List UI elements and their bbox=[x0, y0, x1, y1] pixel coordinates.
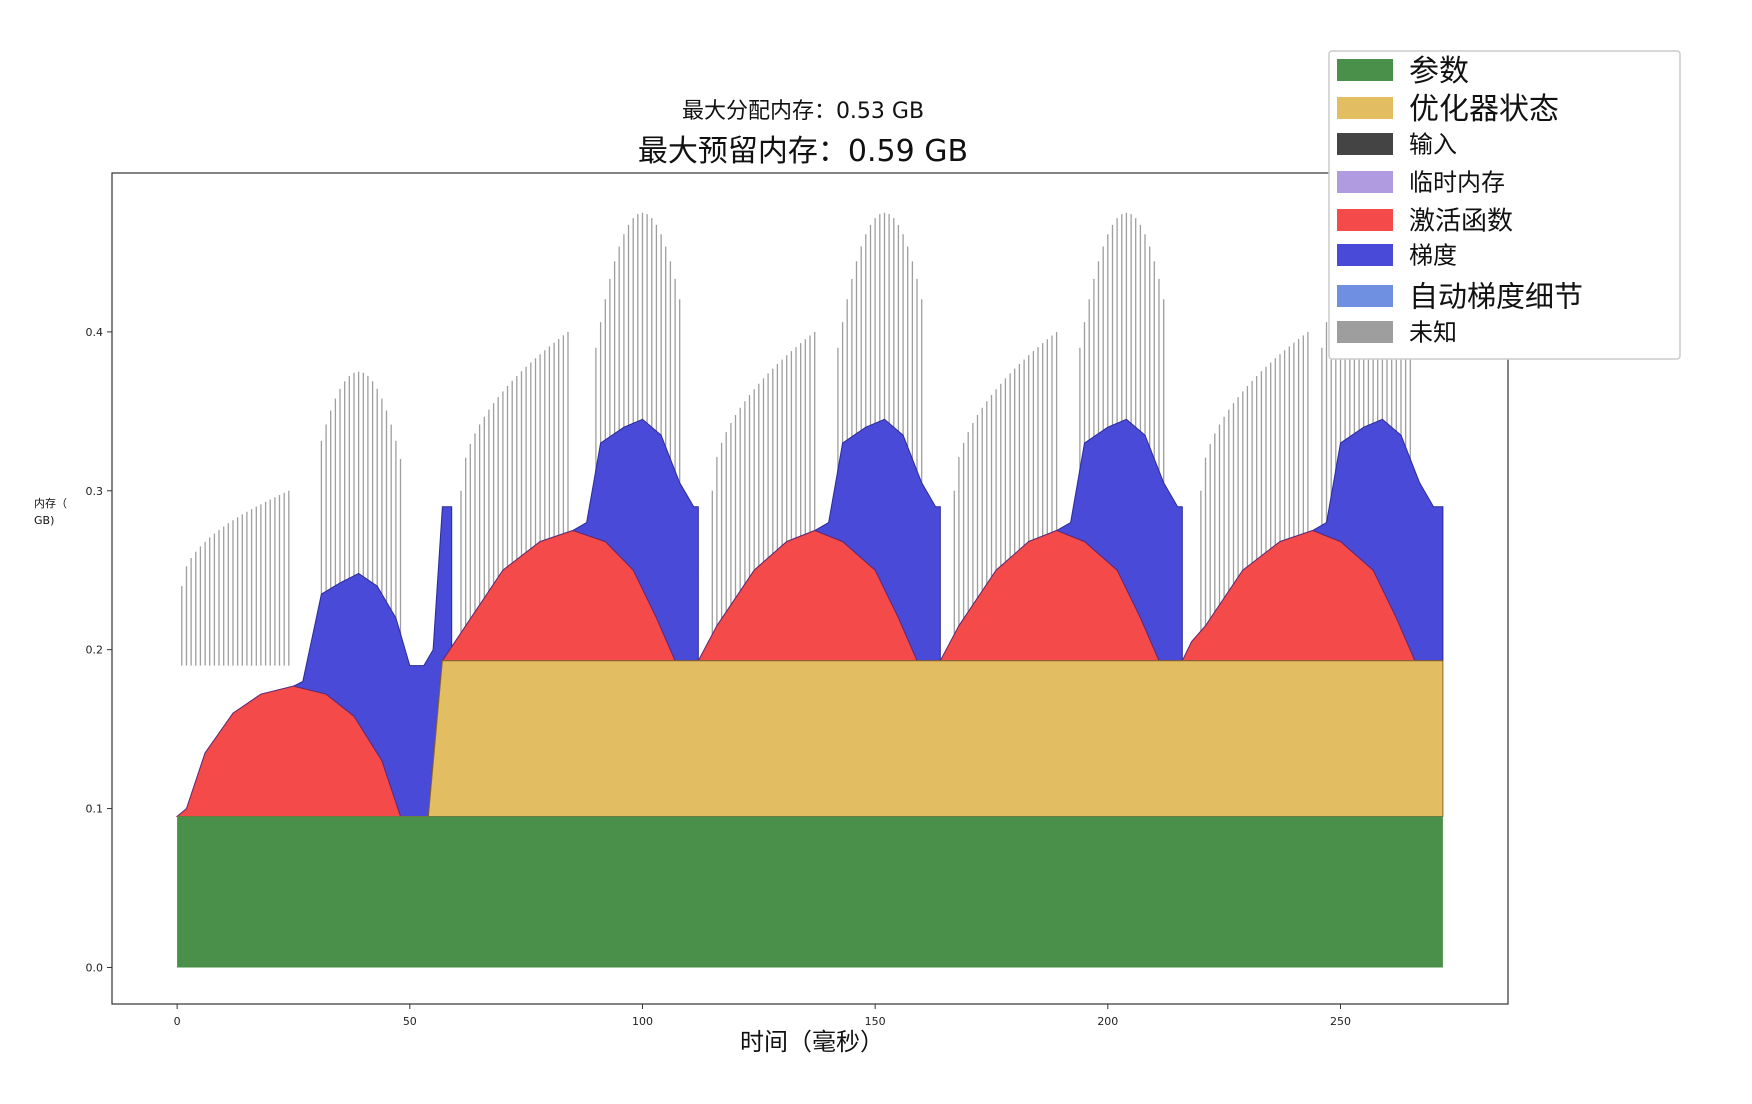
legend-swatch-4 bbox=[1337, 209, 1393, 231]
legend-swatch-2 bbox=[1337, 133, 1393, 155]
y-tick-label: 0.4 bbox=[86, 326, 104, 339]
plot-frame bbox=[111, 172, 1509, 1005]
y-tick-label: 0.3 bbox=[86, 485, 104, 498]
legend-swatch-1 bbox=[1337, 97, 1393, 119]
legend-swatch-6 bbox=[1337, 285, 1393, 307]
legend-label-0: 参数 bbox=[1409, 54, 1469, 89]
x-tick-label: 150 bbox=[865, 1015, 886, 1028]
chart-subtitle: 最大预留内存：0.59 GB bbox=[638, 134, 968, 169]
legend-swatch-3 bbox=[1337, 171, 1393, 193]
series-activation bbox=[175, 529, 1443, 817]
legend-label-6: 自动梯度细节 bbox=[1409, 279, 1583, 313]
x-tick-label: 50 bbox=[403, 1015, 417, 1028]
y-tick-label: 0.2 bbox=[86, 644, 104, 657]
plot-area bbox=[175, 212, 1444, 968]
legend-label-1: 优化器状态 bbox=[1409, 92, 1559, 127]
y-axis-title-line2: GB) bbox=[34, 514, 54, 527]
y-tick-label: 0.0 bbox=[86, 961, 104, 974]
x-tick-label: 250 bbox=[1330, 1015, 1351, 1028]
y-tick-label: 0.1 bbox=[86, 803, 104, 816]
chart-title: 最大分配内存：0.53 GB bbox=[682, 99, 924, 124]
y-axis-title-line1: 内存（ bbox=[34, 496, 67, 510]
legend-label-2: 输入 bbox=[1409, 131, 1457, 159]
legend-label-4: 激活函数 bbox=[1409, 206, 1513, 236]
x-tick-label: 0 bbox=[174, 1015, 181, 1028]
legend-box bbox=[1328, 50, 1681, 360]
legend-label-7: 未知 bbox=[1409, 319, 1457, 347]
legend-label-5: 梯度 bbox=[1409, 242, 1457, 270]
legend-swatch-0 bbox=[1337, 59, 1393, 81]
x-tick-label: 100 bbox=[632, 1015, 653, 1028]
series-params bbox=[177, 816, 1443, 968]
x-axis-title: 时间（毫秒） bbox=[740, 1028, 884, 1056]
legend-swatch-7 bbox=[1337, 321, 1393, 343]
x-tick-label: 200 bbox=[1097, 1015, 1118, 1028]
legend-swatch-5 bbox=[1337, 244, 1393, 266]
axis-ticks: 0 50 100 150 200 250 0.0 0.1 0.2 0.3 0.4 bbox=[86, 326, 1351, 1028]
legend-label-3: 临时内存 bbox=[1409, 169, 1505, 197]
